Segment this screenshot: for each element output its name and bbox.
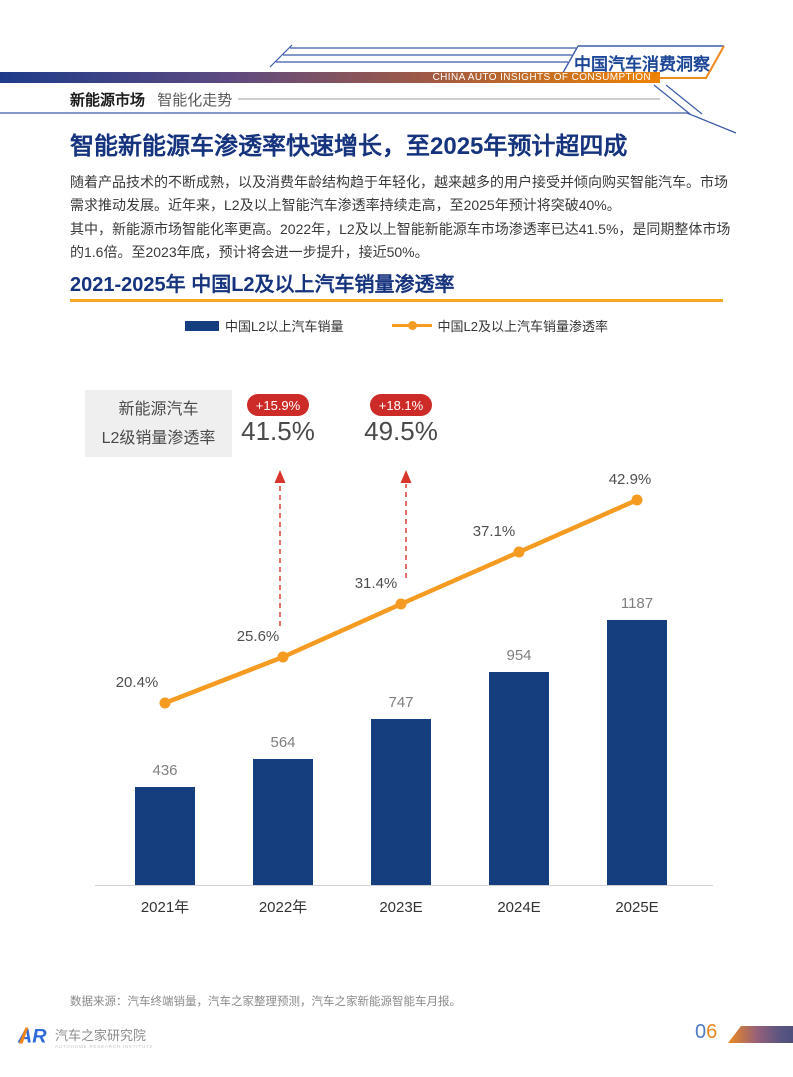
breadcrumb: 新能源市场 智能化走势 [70, 89, 232, 110]
page-digit-2: 6 [706, 1021, 718, 1043]
line-series-swatch-icon [391, 321, 432, 330]
autohome-ar-logo-icon: AR [17, 1026, 47, 1047]
page-digit-1: 0 [695, 1021, 707, 1043]
section-name: 新能源市场 [70, 92, 146, 109]
header-gradient-banner: CHINA AUTO INSIGHTS OF CONSUMPTION [0, 72, 660, 83]
bar-value-2021: 436 [152, 762, 177, 779]
point-2024 [513, 546, 525, 558]
section-topic: 智能化走势 [157, 92, 233, 109]
pct-label-2025: 42.9% [609, 471, 652, 488]
x-label-2021: 2021年 [141, 899, 189, 916]
bar-value-2023: 747 [388, 694, 413, 711]
point-2025 [631, 494, 643, 506]
report-series-badge: 中国汽车消费洞察 [574, 55, 710, 74]
footer-gradient-shape [728, 1026, 793, 1043]
x-axis-labels: 2021年 2022年 2023E 2024E 2025E [141, 899, 659, 916]
bar-value-2024: 954 [506, 647, 531, 664]
delta-badge-2023: +18.1% [370, 394, 432, 416]
chart-legend: 中国L2以上汽车销量 中国L2及以上汽车销量渗透率 [0, 316, 793, 335]
bar-value-2022: 564 [270, 734, 295, 751]
bar-2025 [607, 620, 667, 885]
annotation-label-box: 新能源汽车 L2级销量渗透率 [85, 390, 232, 457]
logo-name: 汽车之家研究院 [55, 1028, 147, 1043]
pct-label-2024: 37.1% [473, 523, 516, 540]
bar-series [135, 620, 667, 885]
pct-label-2023: 31.4% [355, 575, 398, 592]
legend-label-line: 中国L2及以上汽车销量渗透率 [437, 319, 608, 334]
point-2022 [277, 651, 289, 663]
x-label-2022: 2022年 [259, 899, 307, 916]
svg-text:AR: AR [17, 1026, 47, 1047]
delta-badge-2022: +15.9% [247, 394, 309, 416]
body-paragraph-2: 其中，新能源市场智能化率更高。2022年，L2及以上智能新能源车市场渗透率已达4… [70, 221, 731, 260]
annotation-label-line1: 新能源汽车 [118, 400, 199, 418]
callout-value-2023: 49.5% [364, 416, 438, 446]
bar-2022 [253, 759, 313, 885]
bar-value-2025: 1187 [621, 595, 653, 612]
x-label-2023: 2023E [379, 899, 422, 916]
page-number: 06 [695, 1021, 717, 1044]
bar-2021 [135, 787, 195, 885]
x-label-2025: 2025E [615, 899, 658, 916]
callout-arrow-2023 [400, 470, 412, 578]
callout-arrow-2022 [274, 470, 286, 626]
pct-label-2022: 25.6% [237, 628, 280, 645]
page-title: 智能新能源车渗透率快速增长，至2025年预计超四成 [70, 133, 628, 160]
legend-label-bar: 中国L2以上汽车销量 [225, 319, 344, 334]
chart-title-underline [70, 299, 723, 302]
penetration-line-points [159, 494, 643, 709]
bar-series-swatch-icon [185, 320, 220, 331]
bar-2023 [371, 719, 431, 885]
bar-2024 [489, 672, 549, 885]
legend-item-bar-series: 中国L2以上汽车销量 [185, 316, 344, 335]
pct-label-2021: 20.4% [116, 674, 159, 691]
logo-texts: 汽车之家研究院 AUTOHOME RESEARCH INSTITUTE [55, 1023, 153, 1049]
point-2023 [395, 598, 407, 610]
point-2021 [159, 697, 171, 709]
x-label-2024: 2024E [497, 899, 540, 916]
autohome-research-logo: AR 汽车之家研究院 AUTOHOME RESEARCH INSTITUTE [16, 1023, 153, 1049]
line-value-labels: 20.4% 25.6% 31.4% 37.1% 42.9% [116, 471, 652, 691]
logo-subtitle: AUTOHOME RESEARCH INSTITUTE [55, 1044, 154, 1049]
annotation-label-line2: L2级销量渗透率 [101, 429, 216, 447]
data-source-note: 数据来源：汽车终端销量，汽车之家整理预测，汽车之家新能源智能车月报。 [70, 996, 461, 1008]
combo-chart: 436 564 747 954 1187 2021年 2022年 2023E 2… [95, 470, 713, 916]
body-paragraph-1: 随着产品技术的不断成熟，以及消费年龄结构趋于年轻化，越来越多的用户接受并倾向购买… [70, 174, 728, 213]
chart-title: 2021-2025年 中国L2及以上汽车销量渗透率 [70, 274, 455, 296]
bar-value-labels: 436 564 747 954 1187 [152, 595, 653, 779]
callout-value-2022: 41.5% [241, 416, 315, 446]
legend-item-line-series: 中国L2及以上汽车销量渗透率 [391, 316, 608, 335]
